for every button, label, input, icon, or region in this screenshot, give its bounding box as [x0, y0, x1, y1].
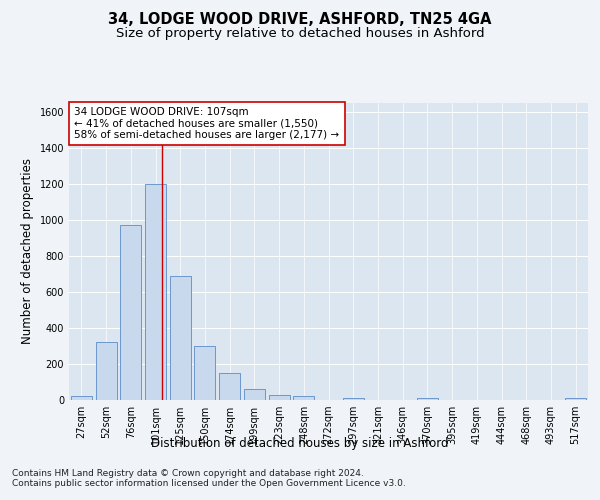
- Bar: [95, 342, 116, 400]
- Text: 34 LODGE WOOD DRIVE: 107sqm
← 41% of detached houses are smaller (1,550)
58% of : 34 LODGE WOOD DRIVE: 107sqm ← 41% of det…: [74, 107, 340, 140]
- Bar: [219, 373, 240, 400]
- Text: Size of property relative to detached houses in Ashford: Size of property relative to detached ho…: [116, 28, 484, 40]
- Bar: [145, 184, 166, 400]
- Bar: [293, 396, 314, 400]
- Bar: [244, 389, 265, 400]
- Bar: [194, 346, 215, 400]
- Y-axis label: Number of detached properties: Number of detached properties: [21, 158, 34, 344]
- Text: 34, LODGE WOOD DRIVE, ASHFORD, TN25 4GA: 34, LODGE WOOD DRIVE, ASHFORD, TN25 4GA: [108, 12, 492, 28]
- Bar: [71, 396, 92, 400]
- Bar: [120, 225, 141, 400]
- Text: Contains HM Land Registry data © Crown copyright and database right 2024.
Contai: Contains HM Land Registry data © Crown c…: [12, 469, 406, 488]
- Bar: [343, 398, 364, 400]
- Bar: [269, 396, 290, 400]
- Text: Distribution of detached houses by size in Ashford: Distribution of detached houses by size …: [151, 438, 449, 450]
- Bar: [565, 398, 586, 400]
- Bar: [417, 398, 438, 400]
- Bar: [170, 276, 191, 400]
